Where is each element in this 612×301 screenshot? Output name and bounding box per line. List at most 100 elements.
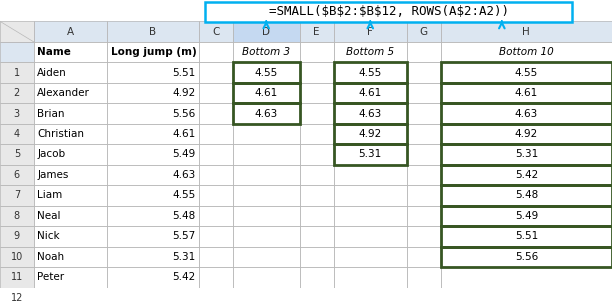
Bar (0, 62, 34, 83)
Bar (334, 165, 407, 185)
Bar (407, 21, 441, 42)
Bar (107, 42, 199, 62)
Bar (199, 185, 233, 206)
Bar (34, 226, 107, 247)
Bar (199, 83, 233, 103)
Bar (441, 287, 612, 301)
Bar (233, 165, 300, 185)
Bar (334, 21, 407, 42)
Bar (334, 83, 407, 103)
Bar (199, 165, 233, 185)
Bar (233, 287, 300, 301)
Bar (334, 62, 407, 83)
Bar (34, 103, 107, 124)
Bar (199, 21, 233, 42)
Text: 5.42: 5.42 (172, 272, 195, 282)
Bar (107, 83, 199, 103)
Bar (199, 267, 233, 287)
Bar (334, 42, 407, 62)
Bar (107, 206, 199, 226)
Bar (233, 83, 300, 103)
Bar (407, 42, 441, 62)
Bar (107, 62, 199, 83)
Bar (300, 206, 334, 226)
Bar (441, 62, 612, 83)
Bar (441, 83, 612, 103)
Bar (0, 103, 34, 124)
Text: 4: 4 (13, 129, 20, 139)
Text: Christian: Christian (37, 129, 84, 139)
Bar (34, 144, 107, 165)
Bar (107, 124, 199, 144)
Text: G: G (420, 26, 428, 37)
Bar (441, 165, 612, 185)
Bar (0, 226, 34, 247)
Text: 4.63: 4.63 (255, 109, 278, 119)
Bar (300, 165, 334, 185)
Text: 4.55: 4.55 (515, 67, 538, 78)
Bar (300, 247, 334, 267)
Text: Aiden: Aiden (37, 67, 67, 78)
Bar (107, 144, 199, 165)
Bar (233, 226, 300, 247)
Text: 4.92: 4.92 (515, 129, 538, 139)
Bar (34, 62, 107, 83)
Bar (441, 247, 612, 267)
Bar (334, 267, 407, 287)
Text: 8: 8 (13, 211, 20, 221)
Bar (334, 144, 407, 165)
Bar (407, 226, 441, 247)
Bar (334, 267, 407, 287)
Bar (34, 267, 107, 287)
Bar (441, 62, 612, 83)
Bar (0, 21, 34, 42)
Text: 4.61: 4.61 (515, 88, 538, 98)
Bar (233, 226, 300, 247)
Bar (441, 185, 612, 206)
Bar (34, 206, 107, 226)
Text: 5: 5 (13, 150, 20, 160)
Bar (199, 287, 233, 301)
Bar (334, 124, 407, 144)
Bar (441, 103, 612, 124)
Bar (107, 226, 199, 247)
Bar (334, 185, 407, 206)
Text: 5.51: 5.51 (172, 67, 195, 78)
Bar (441, 206, 612, 226)
Bar (34, 124, 107, 144)
Bar (0, 165, 34, 185)
Bar (334, 124, 407, 144)
Bar (0, 124, 34, 144)
Bar (107, 62, 199, 83)
Bar (199, 21, 233, 42)
Text: 2: 2 (13, 88, 20, 98)
Bar (441, 247, 612, 267)
Bar (300, 83, 334, 103)
Bar (300, 267, 334, 287)
Bar (407, 267, 441, 287)
Bar (407, 62, 441, 83)
Text: 5.49: 5.49 (515, 211, 538, 221)
Bar (233, 21, 300, 42)
Bar (107, 144, 199, 165)
Bar (441, 83, 612, 103)
Bar (407, 21, 441, 42)
Text: Peter: Peter (37, 272, 64, 282)
Bar (300, 226, 334, 247)
Bar (34, 124, 107, 144)
Bar (199, 103, 233, 124)
Text: Bottom 5: Bottom 5 (346, 47, 394, 57)
Bar (334, 83, 407, 103)
Bar (199, 144, 233, 165)
Bar (441, 267, 612, 287)
Bar (233, 103, 300, 124)
Text: 4.63: 4.63 (359, 109, 382, 119)
Bar (0, 144, 34, 165)
Bar (407, 103, 441, 124)
Bar (34, 21, 107, 42)
Bar (300, 287, 334, 301)
Bar (300, 267, 334, 287)
Bar (334, 287, 407, 301)
Text: 4.61: 4.61 (172, 129, 195, 139)
Bar (441, 206, 612, 226)
